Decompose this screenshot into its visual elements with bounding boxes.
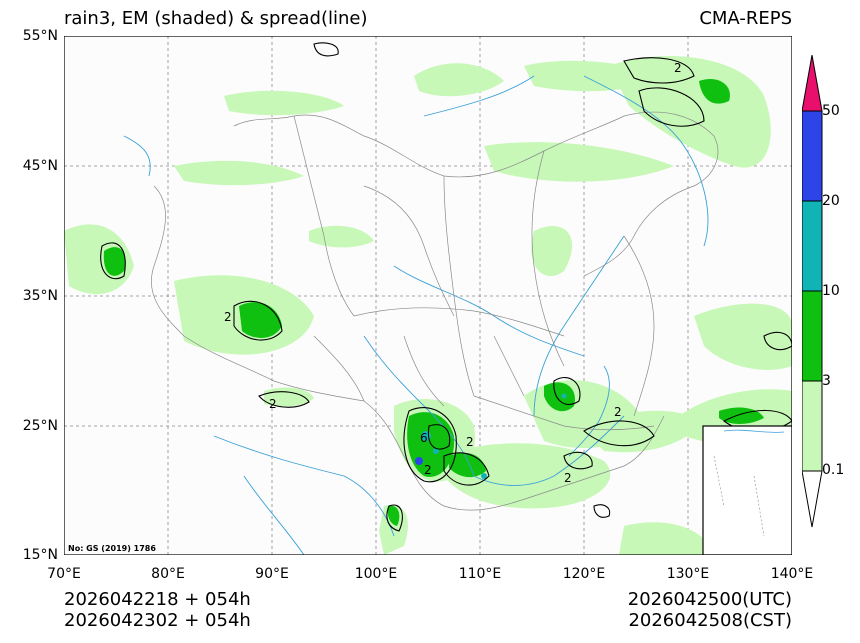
lat-tick-35: 35°N <box>22 288 58 304</box>
valid-utc: 2026042500(UTC) <box>627 589 792 610</box>
colorbar-label-0.1: 0.1 <box>822 462 845 478</box>
lat-tick-55: 55°N <box>22 28 58 44</box>
contour-label: 2 <box>424 463 432 477</box>
lon-tick-140: 140°E <box>770 566 814 582</box>
contour-label: 6 <box>420 431 428 445</box>
map-title: rain3, EM (shaded) & spread(line) <box>64 8 368 29</box>
lon-tick-120: 120°E <box>562 566 606 582</box>
lon-tick-100: 100°E <box>354 566 398 582</box>
valid-time: 2026042500(UTC) 2026042508(CST) <box>628 589 792 631</box>
colorbar-bin-0.1-3 <box>802 380 823 472</box>
rivers-coastlines <box>123 75 709 555</box>
lon-tick-80: 80°E <box>151 566 185 582</box>
admin-borders <box>151 111 719 511</box>
south-china-sea-inset <box>702 425 792 555</box>
colorbar-extend-bottom <box>802 470 823 528</box>
colorbar-bin-10-20 <box>802 200 823 292</box>
contour-label: 2 <box>564 471 572 485</box>
contour-label: 2 <box>466 435 474 449</box>
map-source: CMA-REPS <box>699 8 792 29</box>
contour-label: 2 <box>269 397 277 411</box>
valid-cst: 2026042508(CST) <box>628 610 792 631</box>
contour-label-group: 2 2 2 2 2 2 2 6 <box>224 61 682 485</box>
lon-tick-110: 110°E <box>458 566 502 582</box>
colorbar-label-20: 20 <box>822 193 840 209</box>
precip-map[interactable]: 2 2 2 2 2 2 2 6 <box>64 36 792 555</box>
map-approval-note: No: GS (2019) 1786 <box>68 544 156 553</box>
init-time: 2026042218 + 054h 2026042302 + 054h <box>64 589 251 631</box>
colorbar-label-10: 10 <box>822 283 840 299</box>
lon-tick-90: 90°E <box>255 566 289 582</box>
contour-label: 2 <box>674 61 682 75</box>
colorbar-extend-top <box>802 55 823 112</box>
colorbar-bin-20-50 <box>802 110 823 202</box>
lat-tick-45: 45°N <box>22 158 58 174</box>
colorbar <box>802 55 823 528</box>
lat-tick-15: 15°N <box>22 547 58 563</box>
contour-label: 2 <box>224 310 232 324</box>
lon-tick-130: 130°E <box>666 566 710 582</box>
init-utc: 2026042218 + 054h <box>64 589 251 610</box>
init-cst: 2026042302 + 054h <box>64 610 251 631</box>
lon-tick-70: 70°E <box>47 566 81 582</box>
contour-label: 2 <box>614 405 622 419</box>
colorbar-label-3: 3 <box>822 373 831 389</box>
colorbar-bin-3-10 <box>802 290 823 382</box>
colorbar-label-50: 50 <box>822 103 840 119</box>
spread-contours <box>100 42 792 532</box>
lat-tick-25: 25°N <box>22 418 58 434</box>
